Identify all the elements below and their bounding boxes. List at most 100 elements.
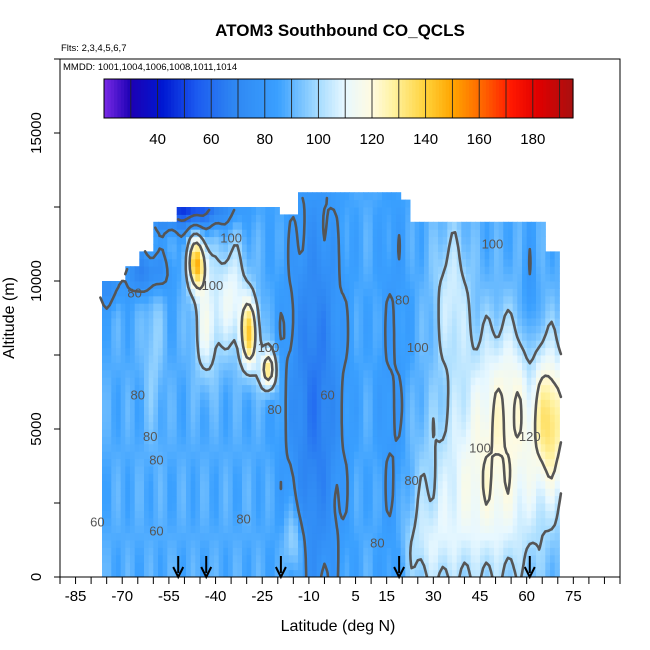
heatmap-cell [102,517,108,526]
heatmap-cell [456,392,462,400]
heatmap-cell [148,429,154,437]
heatmap-cell [368,562,374,571]
heatmap-cell [214,488,220,497]
heatmap-cell [167,503,173,511]
heatmap-cell [237,347,243,356]
heatmap-cell [526,325,532,334]
heatmap-cell [377,562,383,571]
heatmap-cell [442,532,448,541]
heatmap-cell [274,347,280,356]
heatmap-cell [550,281,556,289]
heatmap-cell [405,414,411,423]
heatmap-cell [256,384,262,393]
heatmap-cell [522,488,528,497]
heatmap-cell [517,451,523,460]
heatmap-cell [349,295,355,304]
heatmap-cell [494,221,500,230]
heatmap-cell [190,547,196,556]
heatmap-cell [153,480,159,489]
heatmap-cell [106,355,112,363]
heatmap-cell [396,295,402,304]
heatmap-cell [386,421,392,430]
heatmap-cell [237,554,243,563]
heatmap-cell [410,554,416,563]
heatmap-cell [228,436,234,445]
heatmap-cell [125,510,131,519]
heatmap-cell [256,473,262,482]
heatmap-cell [494,295,500,304]
heatmap-cell [414,355,420,363]
heatmap-cell [232,569,238,577]
heatmap-cell [284,466,290,474]
heatmap-cell [307,384,313,393]
heatmap-cell [158,510,164,519]
heatmap-cell [456,429,462,437]
heatmap-cell [372,421,378,430]
heatmap-cell [134,421,140,430]
heatmap-cell [382,362,388,371]
heatmap-cell [265,473,271,482]
heatmap-cell [489,340,495,349]
heatmap-cell [545,355,551,363]
heatmap-cell [540,510,546,519]
heatmap-cell [363,347,369,356]
heatmap-cell [335,458,341,467]
heatmap-cell [438,221,444,230]
heatmap-cell [550,547,556,556]
heatmap-cell [442,251,448,260]
heatmap-cell [386,480,392,489]
heatmap-cell [120,384,126,393]
heatmap-cell [274,503,280,511]
heatmap-cell [102,473,108,482]
heatmap-cell [321,488,327,497]
heatmap-cell [265,281,271,289]
heatmap-cell [349,414,355,423]
heatmap-cell [508,318,514,326]
colorbar-segment [331,79,336,118]
heatmap-cell [102,406,108,415]
heatmap-cell [522,458,528,467]
heatmap-cell [466,436,472,445]
heatmap-cell [116,384,122,393]
heatmap-cell [153,421,159,430]
heatmap-cell [442,495,448,504]
heatmap-cell [316,207,322,215]
heatmap-cell [223,310,229,319]
heatmap-cell [522,451,528,460]
heatmap-cell [480,451,486,460]
heatmap-cell [335,266,341,275]
heatmap-cell [508,229,514,238]
heatmap-cell [242,458,248,467]
heatmap-cell [116,288,122,297]
heatmap-cell [410,503,416,511]
heatmap-cell [484,295,490,304]
heatmap-cell [442,414,448,423]
heatmap-cell [288,310,294,319]
colorbar-segment [368,79,373,118]
heatmap-cell [195,562,201,571]
heatmap-cell [228,525,234,534]
heatmap-cell [162,332,168,341]
heatmap-cell [461,473,467,482]
heatmap-cell [256,525,262,534]
colorbar-segment [137,79,142,118]
heatmap-cell [302,429,308,437]
heatmap-cell [396,325,402,334]
heatmap-cell [503,258,509,267]
heatmap-cell [144,288,150,297]
heatmap-cell [522,517,528,526]
heatmap-cell [242,488,248,497]
colorbar-segment [348,79,353,118]
heatmap-cell [176,525,182,534]
heatmap-cell [424,517,430,526]
heatmap-cell [186,495,192,504]
heatmap-cell [134,443,140,452]
heatmap-cell [102,355,108,363]
heatmap-cell [260,495,266,504]
heatmap-cell [214,540,220,548]
heatmap-cell [172,547,178,556]
heatmap-cell [372,458,378,467]
heatmap-cell [228,207,234,215]
colorbar-segment [284,79,289,118]
heatmap-cell [302,340,308,349]
